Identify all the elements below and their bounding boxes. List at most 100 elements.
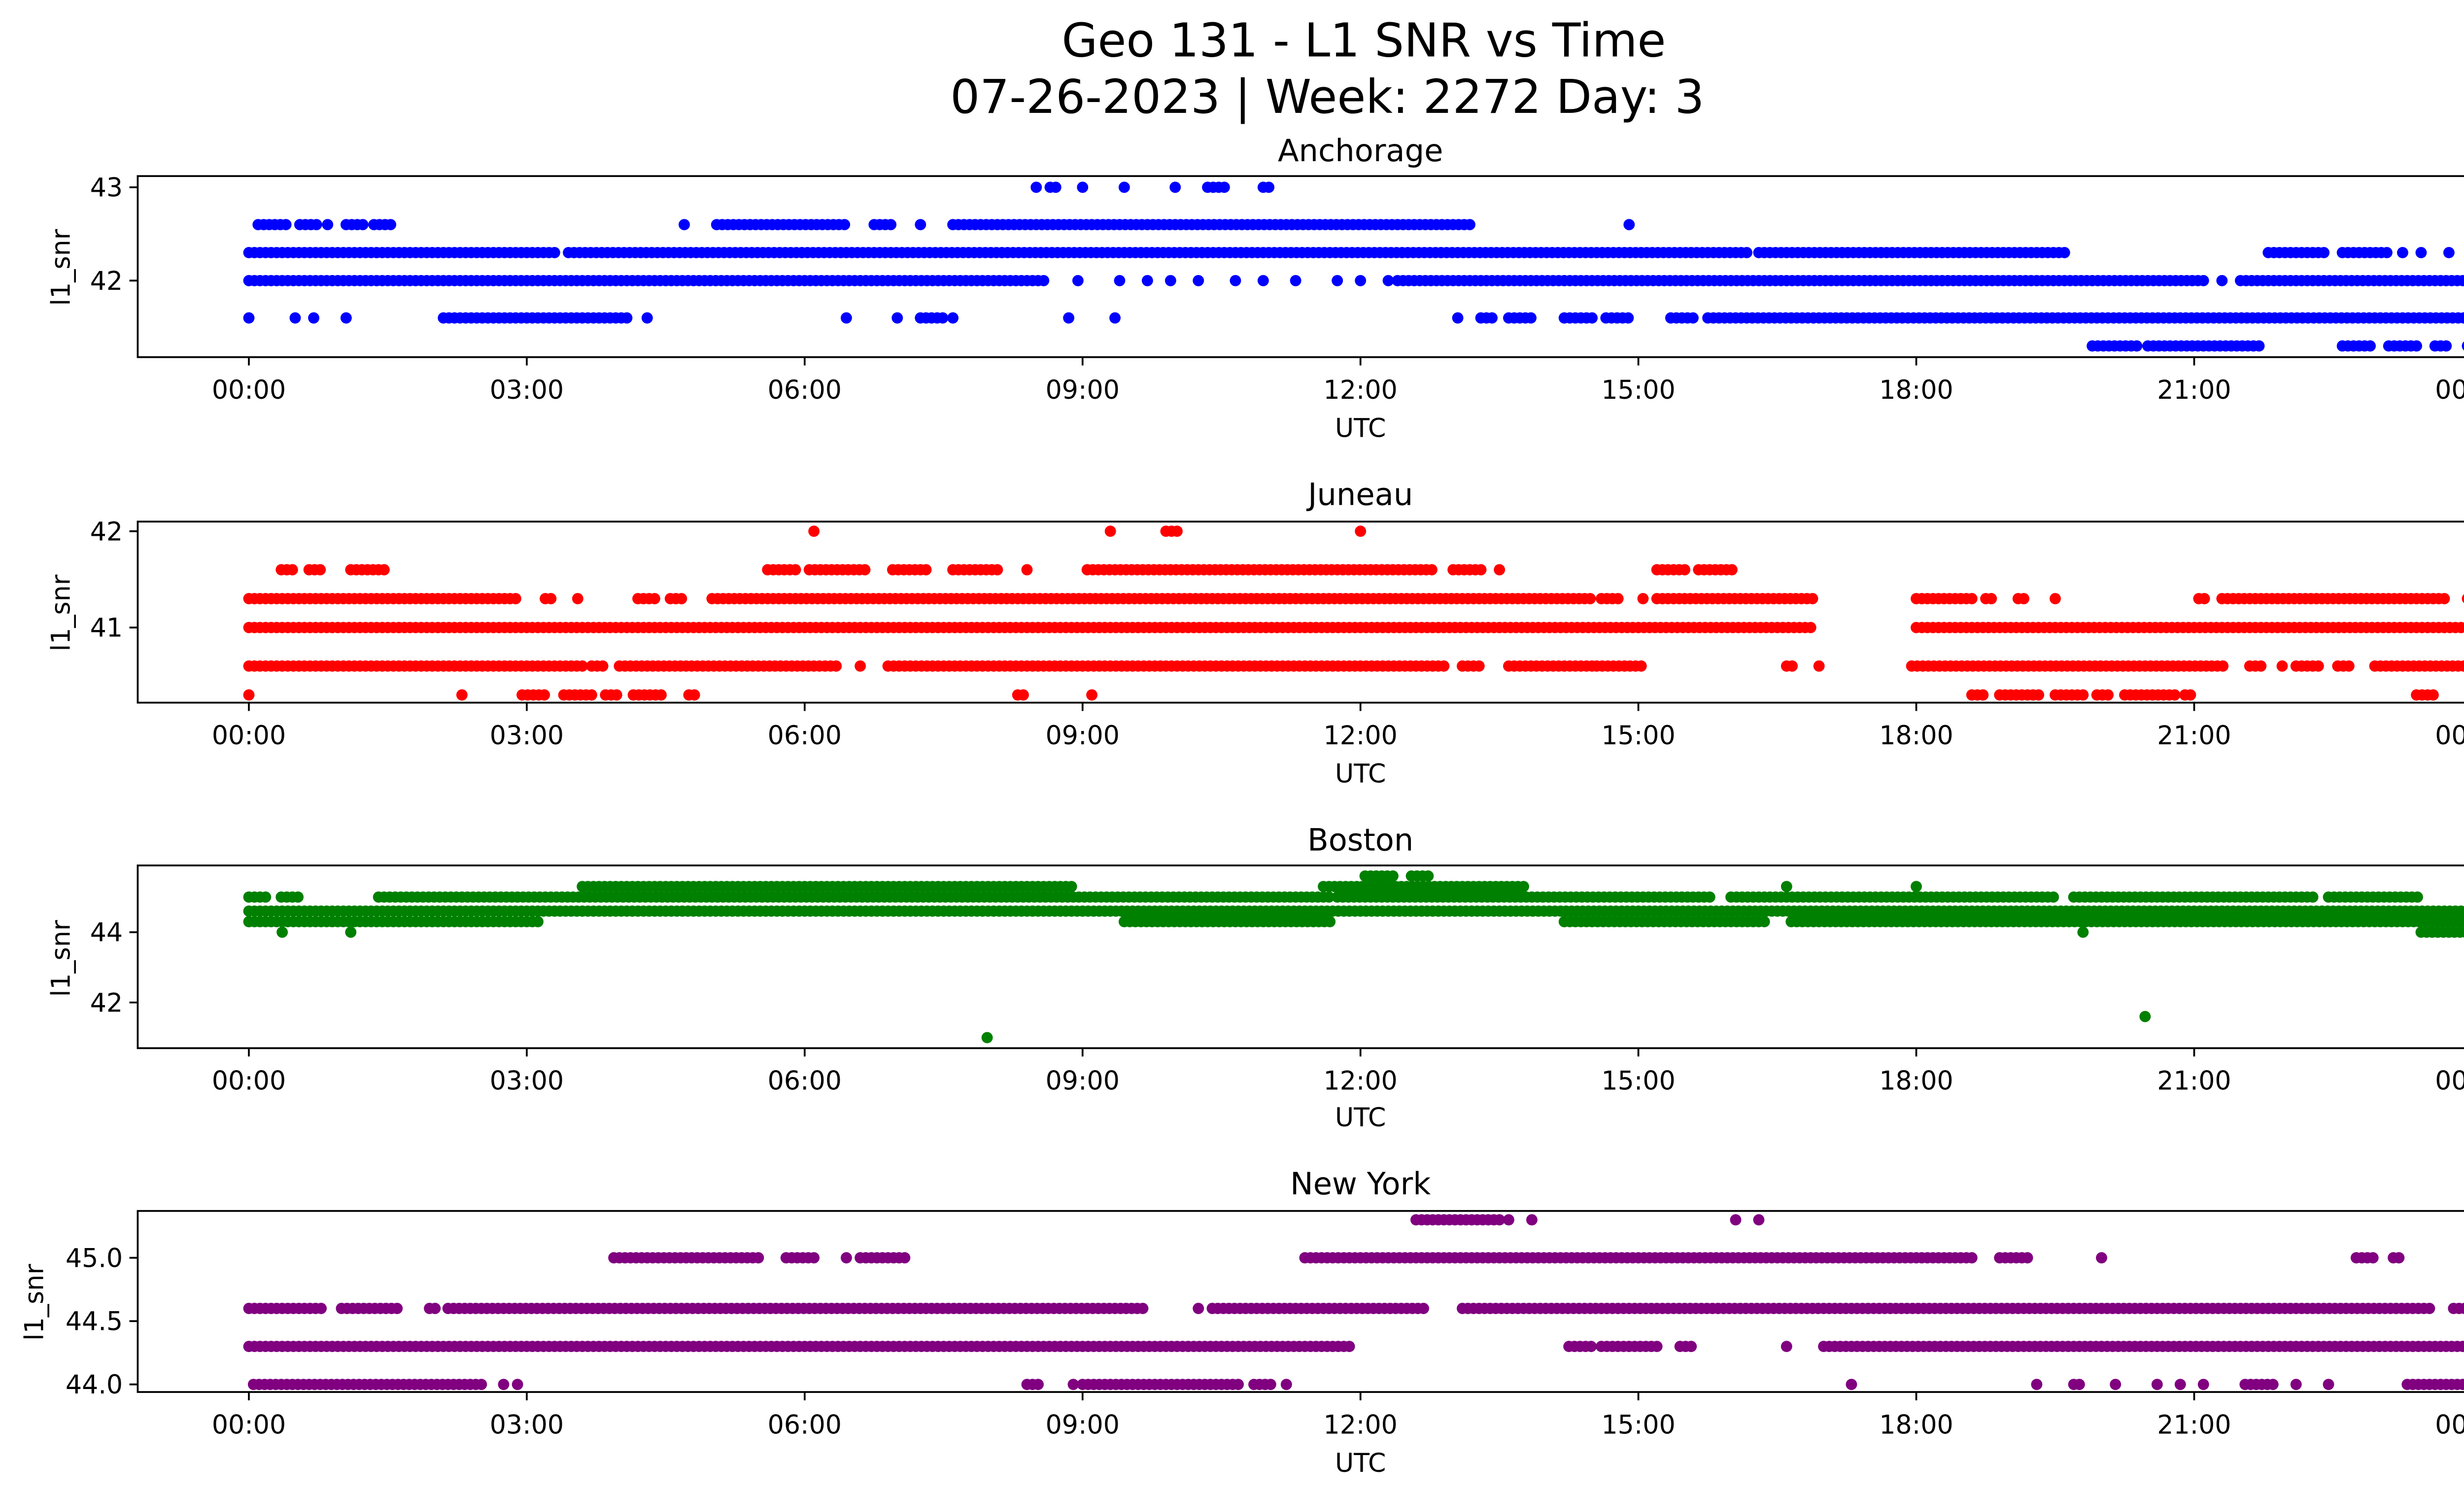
data-point: [340, 312, 352, 324]
x-tick-label: 15:00: [1601, 376, 1675, 405]
data-point: [2058, 247, 2070, 258]
data-point: [243, 312, 255, 324]
data-point: [2198, 593, 2210, 604]
data-point: [1780, 881, 1792, 892]
y-axis: 42 44: [90, 918, 138, 1018]
data-point: [378, 564, 390, 576]
data-point: [655, 689, 667, 701]
y-tick-label: 42: [90, 988, 123, 1018]
x-axis: 00:00 03:00 06:00 09:00 12:00 15:00 18:00 21:00…: [212, 1048, 2464, 1096]
data-point: [2102, 689, 2114, 701]
data-point: [1473, 660, 1485, 672]
data-point: [1030, 181, 1042, 193]
plot-frame: [137, 521, 2464, 704]
x-tick-label: 03:00: [490, 376, 564, 405]
scatter-marks: [243, 525, 2464, 701]
data-point: [1382, 275, 1394, 286]
data-point: [885, 219, 897, 231]
data-point: [2217, 660, 2229, 672]
data-point: [2428, 689, 2439, 701]
data-point: [2393, 1252, 2405, 1264]
data-point: [597, 660, 609, 672]
x-tick-label: 06:00: [768, 1410, 842, 1440]
x-tick-label: 21:00: [2157, 376, 2231, 405]
data-point: [1911, 881, 1922, 892]
data-point: [2216, 275, 2228, 286]
data-point: [1518, 881, 1529, 892]
data-point: [1651, 1341, 1663, 1353]
data-point: [548, 247, 560, 258]
data-point: [2312, 660, 2324, 672]
data-point: [1966, 1252, 1978, 1264]
y-axis: 44.044.545.0: [66, 1244, 138, 1400]
x-tick-label: 21:00: [2157, 1067, 2231, 1096]
data-point: [1021, 564, 1033, 576]
data-point: [1685, 1341, 1697, 1353]
data-point: [292, 891, 304, 903]
data-point: [2276, 660, 2288, 672]
data-point: [1257, 275, 1269, 286]
data-point: [947, 312, 959, 324]
data-point: [1786, 660, 1798, 672]
data-point: [1985, 593, 1997, 604]
x-tick-label: 06:00: [768, 1067, 842, 1096]
y-tick-label: 44: [90, 918, 123, 948]
data-point: [2077, 689, 2089, 701]
x-tick-label: 00:00: [2435, 1067, 2464, 1096]
data-point: [1077, 181, 1089, 193]
scatter-marks: [243, 870, 2464, 1043]
data-point: [1118, 181, 1130, 193]
data-point: [1164, 275, 1176, 286]
data-point: [1846, 1379, 1857, 1391]
data-point: [649, 593, 660, 604]
data-point: [1387, 870, 1399, 882]
x-tick-label: 18:00: [1879, 1410, 1953, 1440]
data-point: [2462, 341, 2464, 350]
data-point: [2307, 891, 2319, 903]
data-point: [1332, 275, 1343, 286]
y-tick-label: 45.0: [66, 1244, 123, 1273]
data-point: [2018, 593, 2030, 604]
data-point: [1813, 660, 1825, 672]
data-point: [1426, 564, 1437, 576]
data-point: [641, 312, 653, 324]
data-point: [512, 1379, 523, 1391]
data-point: [314, 564, 326, 576]
data-point: [2412, 891, 2423, 903]
data-point: [621, 312, 633, 324]
data-point: [1494, 564, 1506, 576]
data-point: [1585, 1341, 1597, 1353]
y-tick-label: 43: [90, 173, 123, 203]
data-point: [2267, 1379, 2279, 1391]
data-point: [839, 219, 851, 231]
plot-frame: [137, 175, 2464, 358]
data-point: [357, 219, 369, 231]
x-tick-label: 00:00: [212, 1067, 286, 1096]
data-point: [1063, 312, 1075, 324]
data-point: [1635, 660, 1647, 672]
data-point: [2169, 689, 2181, 701]
data-point: [2381, 247, 2393, 258]
y-tick-label: 41: [90, 614, 123, 643]
data-point: [510, 593, 521, 604]
y-axis-label: l1_snr: [20, 1264, 50, 1341]
panel-juneau: Juneau 00:00 03:00 06:00 09:00 12:00 15:00 18:…: [46, 476, 2464, 789]
data-point: [243, 689, 255, 701]
y-tick-label: 44.0: [66, 1370, 123, 1400]
x-tick-label: 03:00: [490, 1067, 564, 1096]
data-point: [322, 219, 334, 231]
plot-frame: [137, 1210, 2464, 1393]
y-axis-label: l1_snr: [46, 229, 76, 306]
data-point: [920, 564, 932, 576]
data-point: [830, 660, 842, 672]
data-point: [2438, 593, 2450, 604]
y-axis-label: l1_snr: [46, 920, 76, 997]
data-point: [345, 926, 357, 938]
data-point: [1753, 1214, 1765, 1226]
x-tick-label: 09:00: [1046, 1067, 1120, 1096]
data-point: [1050, 181, 1061, 193]
data-point: [2255, 660, 2267, 672]
data-point: [1343, 1341, 1355, 1353]
data-point: [753, 1252, 764, 1264]
data-point: [456, 689, 468, 701]
